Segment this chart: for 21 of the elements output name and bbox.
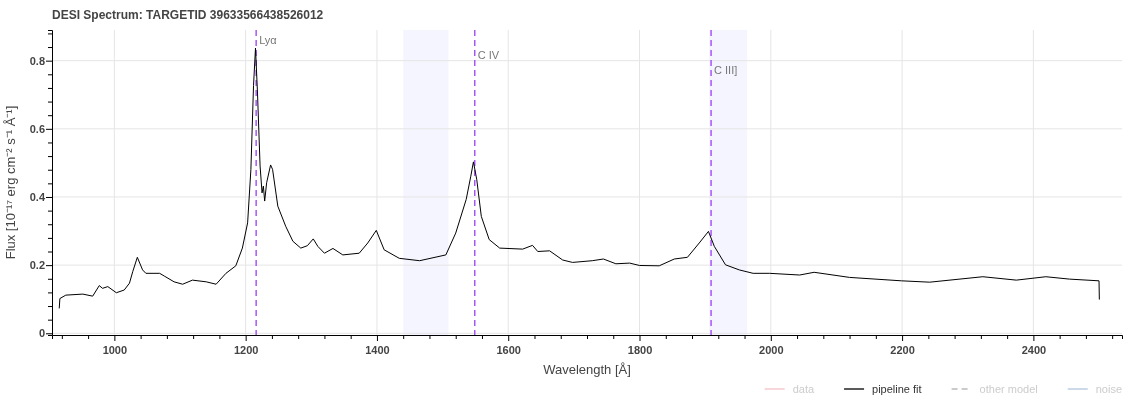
x-axis-title: Wavelength [Å] [543,362,631,377]
y-tick-label: 0.2 [29,259,45,272]
y-tick-label: 0.6 [29,122,45,135]
y-tick-label: 0.4 [29,191,46,203]
y-tick-label: 0.8 [29,54,45,67]
ref-line-label: C IV [477,49,500,61]
x-tick-label: 2200 [890,344,915,357]
ref-line-label: Lyα [259,34,278,46]
ref-line-label: C III] [714,64,738,76]
y-axis-title: Flux [10⁻¹⁷ erg cm⁻² s⁻¹ Å⁻¹] [3,105,18,260]
legend-label: pipeline fit [872,383,922,395]
chart-title: DESI Spectrum: TARGETID 39633566438526012 [52,8,324,22]
y-tick-label: 0 [38,327,45,340]
x-tick-label: 1800 [627,344,653,357]
x-tick-label: 1000 [102,344,128,357]
line-series [58,47,1100,309]
x-tick-label: 1200 [233,344,259,357]
x-tick-label: 2400 [1021,344,1047,357]
x-tick-label: 2000 [759,344,784,357]
x-tick-label: 1400 [365,344,390,357]
x-tick-label: 1600 [496,344,521,357]
